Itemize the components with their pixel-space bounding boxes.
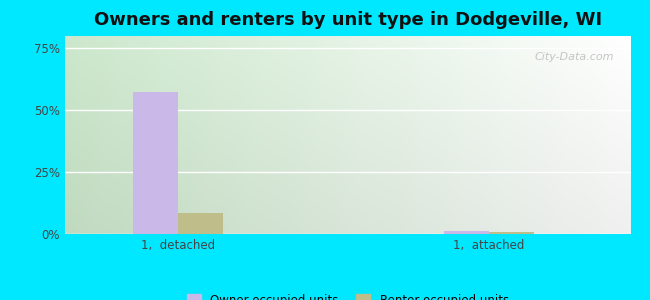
- Bar: [178, 213, 224, 234]
- Bar: [489, 232, 534, 234]
- Bar: [133, 92, 178, 234]
- Title: Owners and renters by unit type in Dodgeville, WI: Owners and renters by unit type in Dodge…: [94, 11, 602, 29]
- Bar: [444, 231, 489, 234]
- Text: City-Data.com: City-Data.com: [534, 52, 614, 62]
- Legend: Owner occupied units, Renter occupied units: Owner occupied units, Renter occupied un…: [182, 289, 514, 300]
